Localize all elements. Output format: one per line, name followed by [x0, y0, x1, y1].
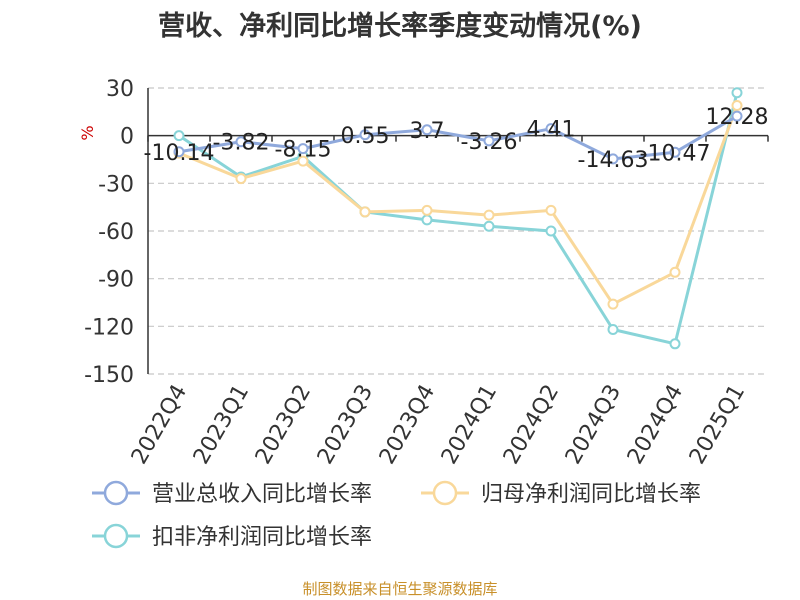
data-label: 4.41	[527, 118, 576, 143]
data-point	[607, 298, 619, 310]
x-tick-label: 2023Q4	[375, 381, 440, 469]
data-point	[545, 204, 557, 216]
data-point	[669, 338, 681, 350]
data-point	[173, 130, 185, 142]
y-tick-label: -120	[84, 315, 134, 340]
x-tick-label: 2025Q1	[685, 381, 750, 469]
data-point	[359, 129, 371, 141]
data-point	[483, 135, 495, 147]
data-point	[731, 87, 743, 99]
data-point	[607, 153, 619, 165]
x-tick-label: 2022Q4	[127, 381, 192, 469]
x-tick-label: 2023Q2	[251, 381, 316, 469]
series-lines	[173, 87, 743, 350]
data-point	[669, 266, 681, 278]
data-point	[607, 324, 619, 336]
data-point	[731, 110, 743, 122]
legend-swatch-marker	[432, 480, 458, 506]
x-tick-label: 2024Q2	[499, 381, 564, 469]
data-label: -8.15	[275, 138, 332, 163]
data-point	[297, 155, 309, 167]
x-tick-label: 2024Q3	[561, 381, 626, 469]
data-point	[173, 146, 185, 158]
data-labels: -10.14-3.82 -8.15 0.55 3.7 -3.26 4.41-14.63-1…	[144, 105, 769, 173]
legend-swatch-marker	[103, 480, 129, 506]
data-point	[421, 124, 433, 136]
series-line	[178, 104, 739, 306]
data-point	[669, 146, 681, 158]
grid-lines	[148, 87, 768, 375]
y-tick-label: -60	[98, 220, 134, 245]
data-point	[235, 136, 247, 148]
y-tick-label: -150	[84, 363, 134, 388]
legend-label: 营业总收入同比增长率	[152, 482, 372, 507]
data-label: -10.14	[144, 141, 215, 166]
data-point	[483, 220, 495, 232]
data-point	[359, 206, 371, 218]
data-point	[545, 123, 557, 135]
x-tick-label: 2023Q3	[313, 381, 378, 469]
data-label: -14.63	[578, 148, 649, 173]
series-line	[178, 92, 739, 346]
source-footer: 制图数据来自恒生聚源数据库	[302, 580, 498, 598]
y-tick-label: -30	[98, 172, 134, 197]
data-point	[483, 209, 495, 221]
data-label: -3.82	[213, 131, 270, 156]
legend-label: 归母净利润同比增长率	[481, 482, 701, 507]
x-tick-label: 2023Q1	[189, 381, 254, 469]
chart-title: 营收、净利同比增长率季度变动情况(%)	[158, 11, 642, 42]
data-point	[731, 99, 743, 111]
data-point	[235, 173, 247, 185]
y-tick-label: 30	[106, 77, 134, 102]
y-tick-label: 0	[120, 125, 134, 150]
data-label: -10.47	[640, 141, 711, 166]
series-line	[178, 114, 738, 161]
data-label: -3.26	[461, 130, 518, 155]
data-point	[297, 143, 309, 155]
legend-label: 扣非净利润同比增长率	[152, 525, 372, 550]
legend-swatch-marker	[103, 523, 129, 549]
data-label: 12.28	[706, 105, 769, 130]
data-label: 0.55	[341, 124, 390, 149]
y-tick-label: -90	[98, 268, 134, 293]
x-tick-label: 2024Q4	[623, 381, 688, 469]
data-point	[421, 204, 433, 216]
data-point	[545, 225, 557, 237]
y-axis-unit: %	[78, 125, 97, 140]
x-tick-label: 2024Q1	[437, 381, 502, 469]
data-point	[421, 214, 433, 226]
data-label: 3.7	[410, 119, 445, 144]
